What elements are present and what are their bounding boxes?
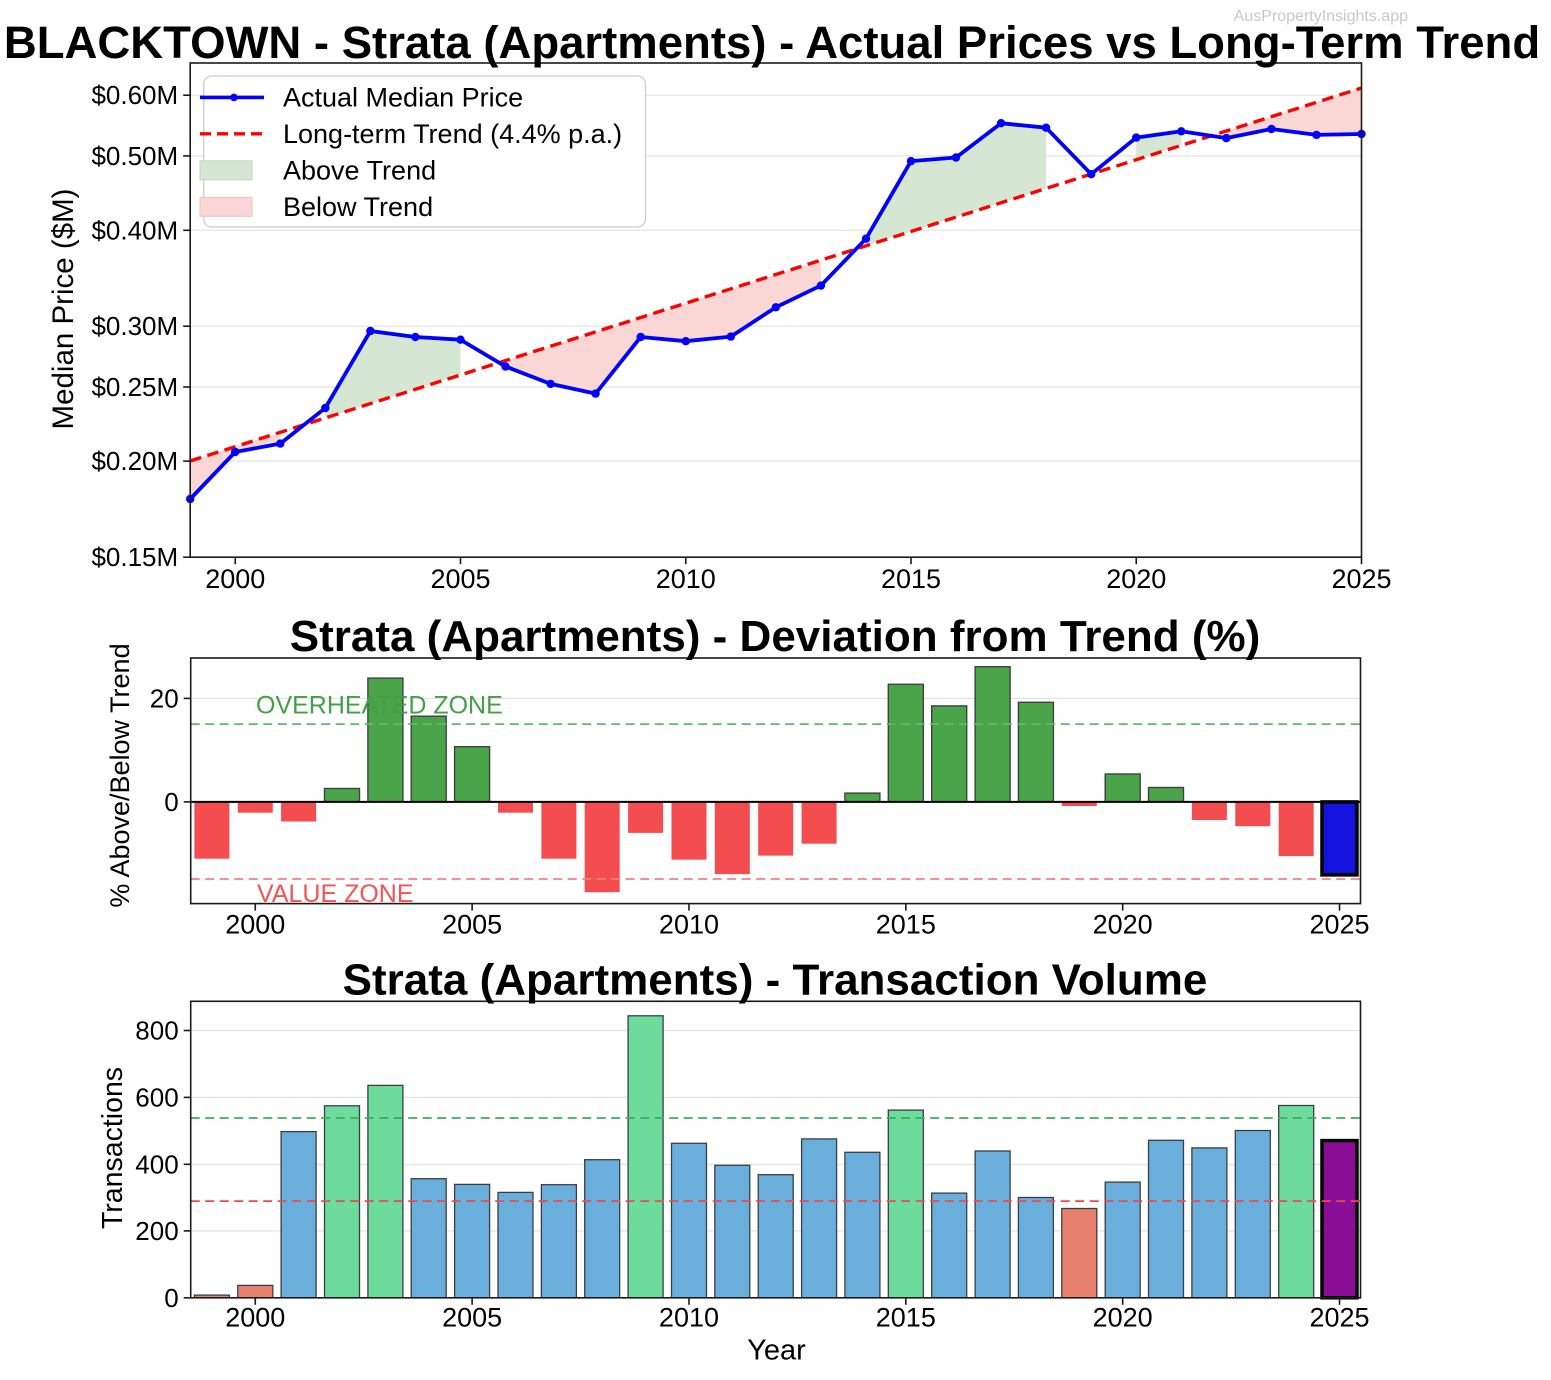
svg-text:800: 800	[135, 1016, 178, 1046]
svg-text:BLACKTOWN - Strata (Apartments: BLACKTOWN - Strata (Apartments) - Actual…	[4, 17, 1540, 68]
svg-text:$0.50M: $0.50M	[91, 141, 178, 171]
svg-text:Transactions: Transactions	[97, 1067, 129, 1229]
svg-text:200: 200	[135, 1216, 178, 1246]
svg-text:Median Price ($M): Median Price ($M)	[47, 189, 80, 430]
svg-text:$0.30M: $0.30M	[91, 311, 178, 341]
svg-text:OVERHEATED ZONE: OVERHEATED ZONE	[256, 692, 503, 720]
svg-text:2020: 2020	[1093, 910, 1153, 940]
svg-text:2005: 2005	[442, 1302, 502, 1332]
svg-text:2000: 2000	[225, 1302, 285, 1332]
svg-text:$0.25M: $0.25M	[91, 372, 178, 402]
svg-text:Year: Year	[747, 1335, 806, 1367]
svg-text:Actual Median Price: Actual Median Price	[283, 82, 523, 112]
svg-text:$0.40M: $0.40M	[91, 215, 178, 245]
svg-text:2020: 2020	[1106, 564, 1166, 594]
svg-text:0: 0	[164, 1283, 178, 1313]
svg-text:% Above/Below Trend: % Above/Below Trend	[105, 643, 135, 907]
svg-text:2005: 2005	[442, 910, 502, 940]
svg-text:2010: 2010	[656, 564, 716, 594]
svg-text:Strata (Apartments) - Deviatio: Strata (Apartments) - Deviation from Tre…	[290, 612, 1261, 661]
svg-text:$0.15M: $0.15M	[91, 542, 178, 572]
svg-text:2000: 2000	[225, 910, 285, 940]
svg-text:400: 400	[135, 1149, 178, 1179]
svg-text:AusPropertyInsights.app: AusPropertyInsights.app	[1234, 8, 1408, 25]
svg-text:$0.60M: $0.60M	[91, 80, 178, 110]
svg-text:2025: 2025	[1331, 564, 1391, 594]
svg-text:2015: 2015	[881, 564, 941, 594]
svg-text:2000: 2000	[205, 564, 265, 594]
svg-text:20: 20	[150, 683, 179, 713]
svg-text:Below Trend: Below Trend	[283, 192, 433, 222]
svg-text:$0.20M: $0.20M	[91, 446, 178, 476]
svg-text:2025: 2025	[1309, 910, 1369, 940]
svg-text:600: 600	[135, 1082, 178, 1112]
svg-text:2015: 2015	[876, 1302, 936, 1332]
svg-text:2005: 2005	[430, 564, 490, 594]
svg-text:Long-term Trend (4.4% p.a.): Long-term Trend (4.4% p.a.)	[283, 119, 622, 149]
svg-text:Strata (Apartments) - Transact: Strata (Apartments) - Transaction Volume	[343, 956, 1208, 1005]
svg-text:Above Trend: Above Trend	[283, 155, 436, 185]
svg-text:2010: 2010	[659, 910, 719, 940]
svg-text:2015: 2015	[876, 910, 936, 940]
svg-text:2020: 2020	[1093, 1302, 1153, 1332]
svg-text:0: 0	[164, 787, 178, 817]
svg-text:2010: 2010	[659, 1302, 719, 1332]
svg-text:2025: 2025	[1309, 1302, 1369, 1332]
